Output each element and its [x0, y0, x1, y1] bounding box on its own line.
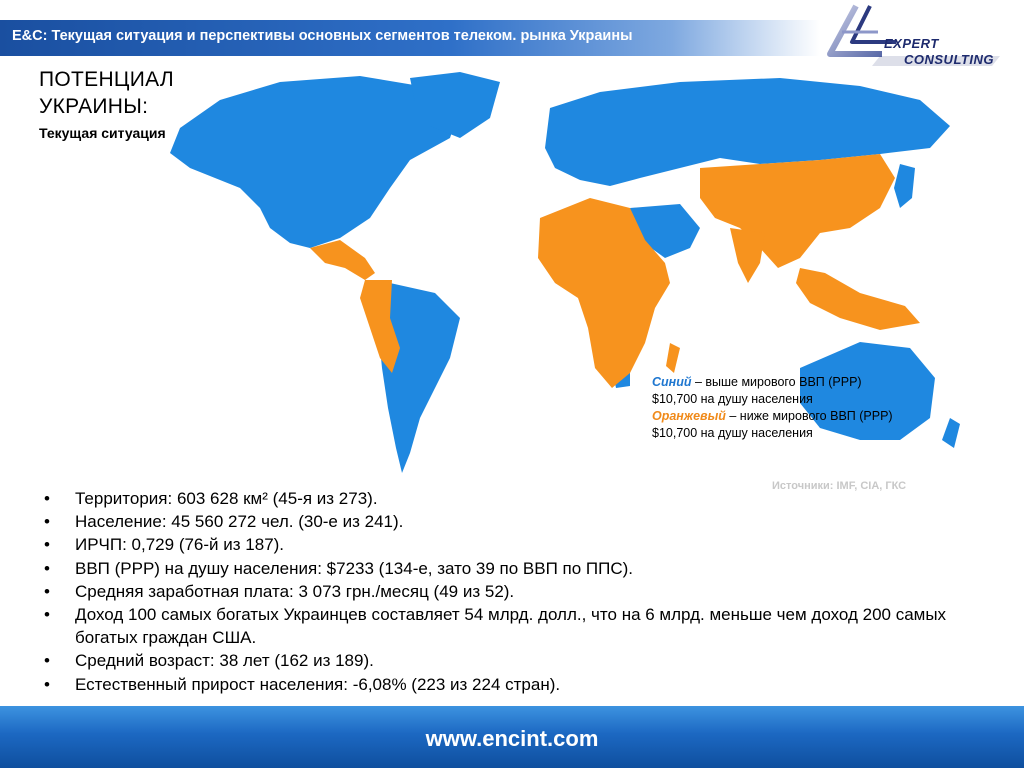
bullet-icon: • — [44, 674, 50, 694]
bullet-icon: • — [44, 605, 50, 625]
madagascar-shape — [666, 343, 680, 373]
section-title: ПОТЕНЦИАЛ УКРАИНЫ: — [39, 66, 174, 120]
footer-bar: www.encint.com — [0, 706, 1024, 768]
section-title-line2: УКРАИНЫ: — [39, 95, 149, 118]
logo-line1: EXPERT — [884, 36, 939, 51]
footer-url[interactable]: www.encint.com — [425, 726, 599, 751]
japan-shape — [894, 164, 915, 208]
greenland-shape — [410, 72, 500, 138]
list-item: • Население: 45 560 272 чел. (30-е из 241… — [44, 510, 984, 533]
expert-consulting-logo: EXPERT CONSULTING — [822, 2, 1012, 78]
south-america-shape — [378, 283, 460, 473]
bullet-icon: • — [44, 581, 50, 601]
header-bar: E&C: Текущая ситуация и перспективы осно… — [0, 20, 820, 56]
section-subtitle: Текущая ситуация — [39, 125, 166, 141]
southeast-asia-shape — [796, 268, 920, 330]
legend-orange-word: Оранжевый — [652, 409, 726, 423]
bullet-icon: • — [44, 489, 50, 508]
section-title-line1: ПОТЕНЦИАЛ — [39, 68, 175, 91]
sources-note: Источники: IMF, CIA, ГКС — [772, 480, 907, 492]
legend-blue-text: – выше мирового ВВП (PPP) $10,700 на душ… — [652, 375, 862, 406]
list-item: • Средний возраст: 38 лет (162 из 189). — [44, 649, 984, 672]
list-item: • Средняя заработная плата: 3 073 грн./ме… — [44, 580, 984, 603]
list-item: • ВВП (PPP) на душу населения: $7233 (134… — [44, 557, 984, 580]
world-gdp-map — [170, 72, 960, 473]
legend-blue-word: Синий — [652, 375, 692, 389]
andes-shape — [360, 280, 400, 373]
africa-shape — [538, 198, 670, 388]
facts-list: • Территория: 603 628 км² (45-я из 273). … — [44, 487, 984, 696]
bullet-icon: • — [44, 558, 50, 578]
list-item: • Территория: 603 628 км² (45-я из 273). — [44, 487, 984, 510]
list-item: • ИРЧП: 0,729 (76-й из 187). — [44, 533, 984, 556]
central-america-shape — [310, 240, 375, 280]
logo-mark-icon — [827, 4, 1000, 66]
new-zealand-shape — [942, 418, 960, 448]
header-title: E&C: Текущая ситуация и перспективы осно… — [12, 28, 633, 44]
legend-orange: Оранжевый – ниже мирового ВВП (PPP) $10,… — [652, 408, 907, 442]
north-america-shape — [170, 76, 460, 248]
logo-line2: CONSULTING — [904, 52, 994, 67]
legend-blue: Синий – выше мирового ВВП (PPP) $10,700 … — [652, 374, 907, 408]
list-item: • Доход 100 самых богатых Украинцев соста… — [44, 605, 947, 648]
bullet-icon: • — [44, 651, 50, 671]
bullet-icon: • — [44, 535, 50, 555]
europe-russia-shape — [545, 78, 950, 186]
asia-shape — [700, 154, 895, 268]
australia-shape — [800, 342, 935, 440]
india-shape — [730, 228, 765, 283]
map-legend: Синий – выше мирового ВВП (PPP) $10,700 … — [652, 374, 907, 442]
map-below-average-regions — [310, 154, 920, 388]
legend-orange-text: – ниже мирового ВВП (PPP) $10,700 на душ… — [652, 409, 893, 440]
bullet-icon: • — [44, 512, 50, 532]
list-item: • Естественный прирост населения: -6,08% … — [44, 673, 984, 696]
